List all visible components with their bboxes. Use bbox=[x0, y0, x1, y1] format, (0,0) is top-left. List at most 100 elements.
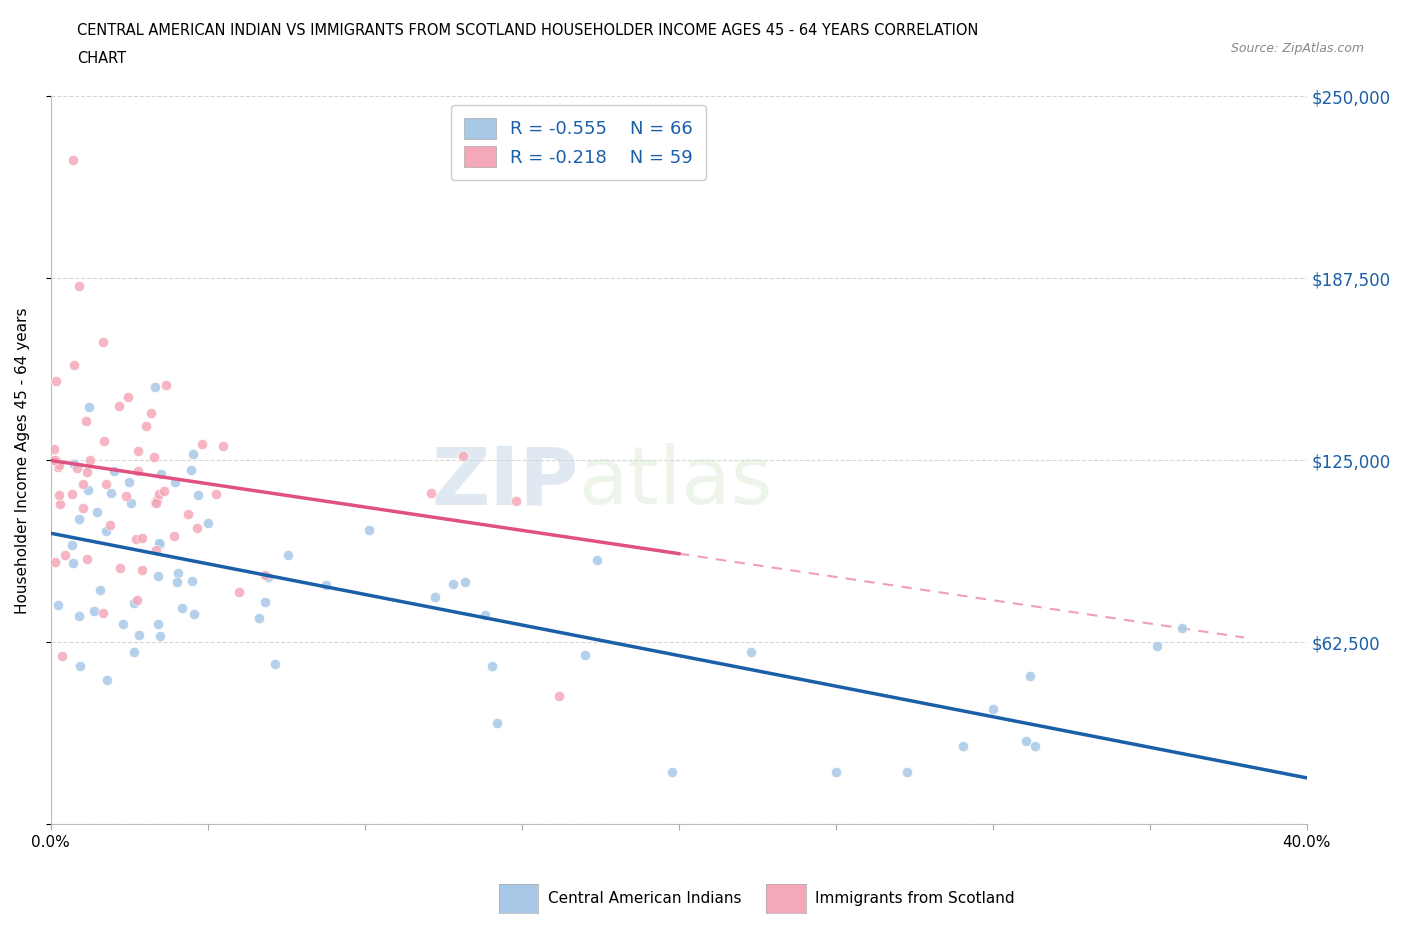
Point bbox=[1170, 620, 1192, 635]
Point bbox=[148, 536, 170, 551]
Point bbox=[51, 648, 73, 663]
Text: atlas: atlas bbox=[578, 444, 773, 522]
Point bbox=[67, 278, 90, 293]
Point bbox=[181, 447, 204, 462]
Point bbox=[42, 452, 65, 467]
Point bbox=[103, 464, 125, 479]
Point bbox=[91, 605, 114, 620]
Point bbox=[212, 438, 235, 453]
Point bbox=[111, 617, 134, 631]
Point bbox=[77, 400, 100, 415]
Point bbox=[42, 441, 65, 456]
Point bbox=[131, 563, 153, 578]
Point bbox=[1146, 638, 1168, 653]
Point bbox=[48, 487, 70, 502]
Point bbox=[139, 405, 162, 420]
Point bbox=[474, 607, 496, 622]
Point bbox=[1019, 669, 1042, 684]
Point bbox=[48, 458, 70, 472]
Point bbox=[505, 494, 527, 509]
Point bbox=[187, 488, 209, 503]
Legend: R = -0.555    N = 66, R = -0.218    N = 59: R = -0.555 N = 66, R = -0.218 N = 59 bbox=[451, 105, 706, 179]
Point bbox=[46, 597, 69, 612]
Point bbox=[127, 464, 149, 479]
Point bbox=[122, 644, 145, 659]
Point bbox=[453, 448, 475, 463]
Point bbox=[77, 482, 100, 497]
Point bbox=[152, 484, 174, 498]
Point bbox=[135, 418, 157, 433]
Y-axis label: Householder Income Ages 45 - 64 years: Householder Income Ages 45 - 64 years bbox=[15, 307, 30, 614]
Point bbox=[114, 488, 136, 503]
Point bbox=[66, 460, 89, 475]
Point bbox=[60, 486, 83, 501]
Point bbox=[740, 644, 762, 659]
Point bbox=[145, 492, 167, 507]
Point bbox=[586, 552, 609, 567]
Point bbox=[89, 582, 111, 597]
Point bbox=[45, 455, 67, 470]
Point bbox=[1024, 738, 1046, 753]
Point bbox=[315, 578, 337, 592]
Point bbox=[149, 537, 172, 551]
Point bbox=[143, 379, 166, 394]
Point bbox=[145, 496, 167, 511]
Point bbox=[661, 764, 683, 779]
Point bbox=[145, 543, 167, 558]
Text: CHART: CHART bbox=[77, 51, 127, 66]
Point bbox=[86, 505, 108, 520]
Point bbox=[83, 604, 105, 618]
Point bbox=[170, 601, 193, 616]
Point bbox=[247, 610, 270, 625]
Point bbox=[128, 628, 150, 643]
Text: Central American Indians: Central American Indians bbox=[548, 891, 742, 906]
Point bbox=[75, 414, 97, 429]
Point bbox=[228, 585, 250, 600]
Point bbox=[127, 593, 149, 608]
Point bbox=[120, 496, 142, 511]
Point bbox=[62, 153, 84, 168]
Point bbox=[148, 486, 170, 501]
Point bbox=[125, 532, 148, 547]
Point bbox=[94, 524, 117, 538]
Point bbox=[485, 715, 508, 730]
Point bbox=[117, 390, 139, 405]
Point bbox=[91, 334, 114, 349]
Point bbox=[93, 433, 115, 448]
Point bbox=[108, 561, 131, 576]
Point bbox=[166, 575, 188, 590]
Point bbox=[143, 495, 166, 510]
Point bbox=[253, 595, 276, 610]
Point bbox=[63, 357, 86, 372]
Point bbox=[67, 512, 90, 526]
Point bbox=[1015, 734, 1038, 749]
Point bbox=[131, 531, 153, 546]
Point bbox=[257, 570, 280, 585]
Point bbox=[72, 501, 94, 516]
Point bbox=[67, 609, 90, 624]
Point bbox=[180, 462, 202, 477]
Point bbox=[952, 739, 974, 754]
Point bbox=[79, 453, 101, 468]
Point bbox=[44, 555, 66, 570]
Point bbox=[186, 521, 208, 536]
Point bbox=[441, 577, 464, 591]
Point bbox=[76, 464, 98, 479]
Point bbox=[166, 565, 188, 580]
Point bbox=[63, 457, 86, 472]
Point bbox=[143, 450, 166, 465]
Point bbox=[981, 701, 1004, 716]
Text: Immigrants from Scotland: Immigrants from Scotland bbox=[815, 891, 1015, 906]
Point bbox=[98, 517, 121, 532]
Point bbox=[254, 568, 277, 583]
Point bbox=[419, 485, 441, 500]
Point bbox=[825, 764, 848, 779]
Point bbox=[76, 551, 98, 566]
Point bbox=[94, 476, 117, 491]
Point bbox=[46, 460, 69, 475]
Point bbox=[183, 607, 205, 622]
Point bbox=[53, 548, 76, 563]
Text: Source: ZipAtlas.com: Source: ZipAtlas.com bbox=[1230, 42, 1364, 55]
Point bbox=[100, 485, 122, 500]
Point bbox=[574, 647, 596, 662]
